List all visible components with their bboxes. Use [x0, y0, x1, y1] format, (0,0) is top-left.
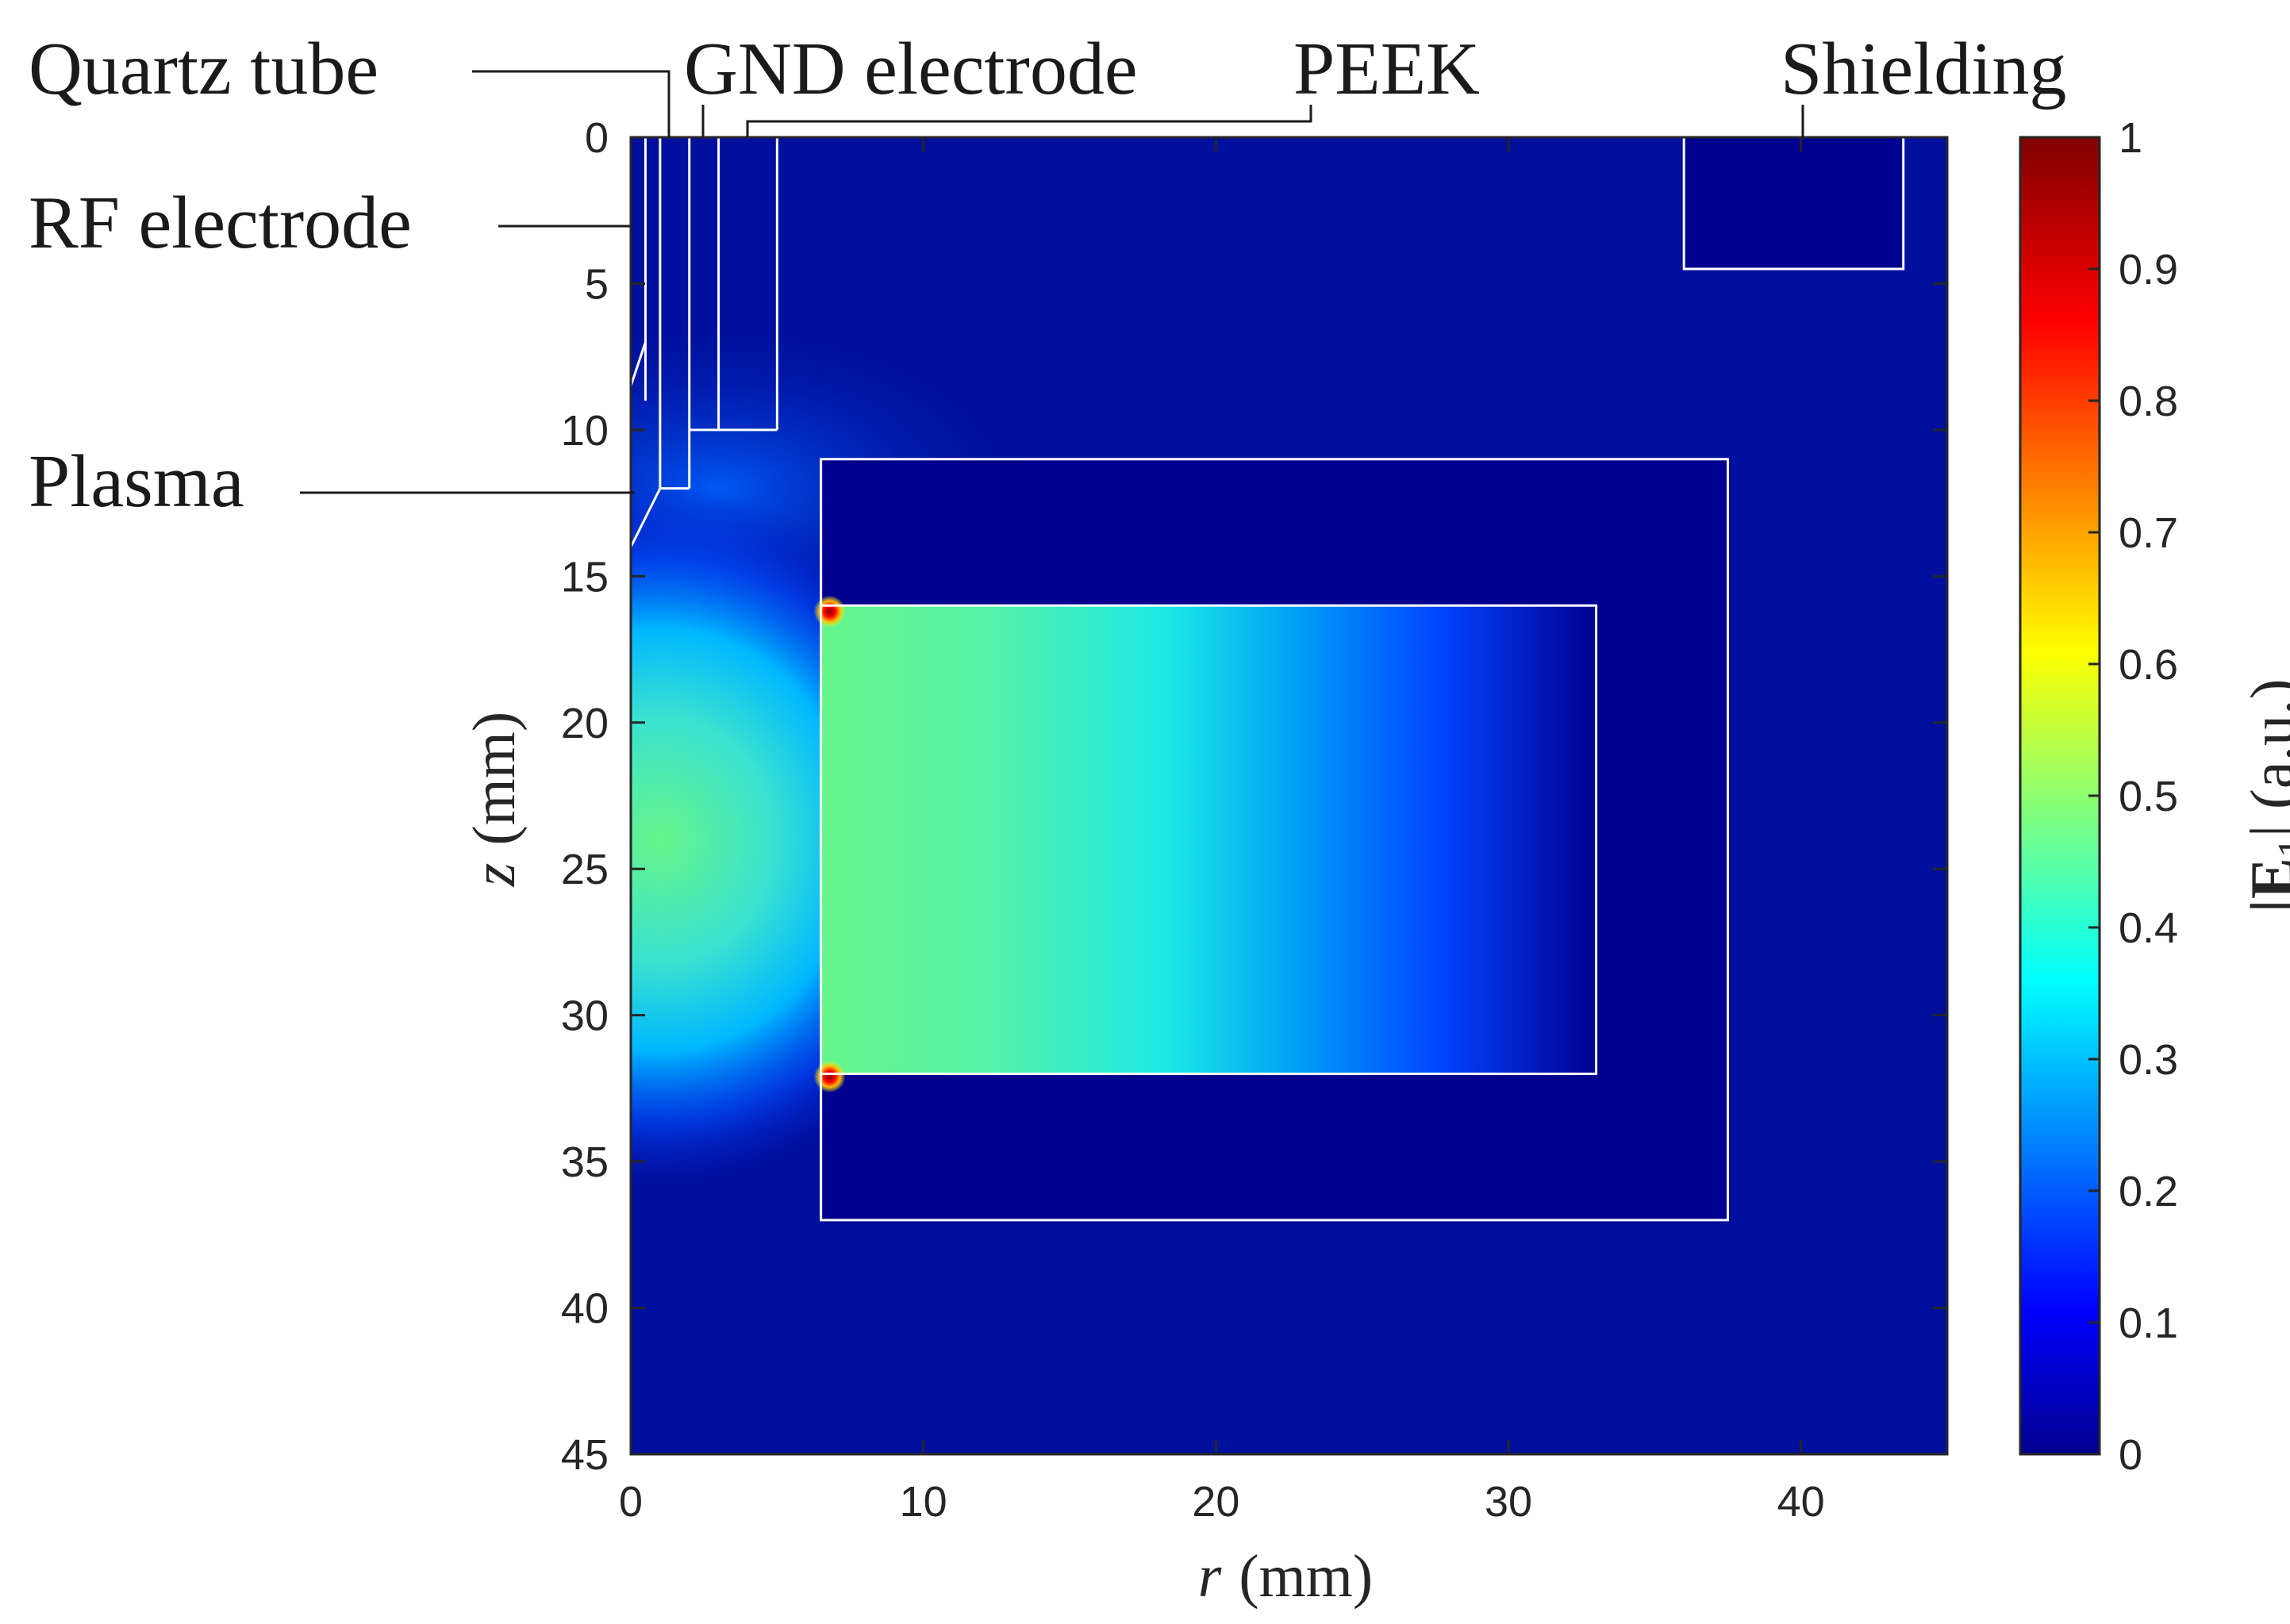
- annotation-peek: PEEK: [1293, 28, 1480, 110]
- x-tick-label: 30: [1485, 1478, 1532, 1526]
- y-tick-label: 35: [561, 1138, 609, 1186]
- y-tick-label: 40: [561, 1285, 609, 1333]
- plot-frame: [629, 136, 1949, 1456]
- y-tick-label: 5: [585, 260, 609, 308]
- colorbar-tick-label: 0.4: [2119, 904, 2178, 952]
- heatmap-back-wall: [1596, 605, 1728, 1074]
- heatmap-shielding-region: [1684, 137, 1904, 269]
- colorbar-gradient: [2020, 137, 2100, 1454]
- annotation-rf-electrode: RF electrode: [29, 182, 412, 264]
- device-geometry: [629, 136, 1905, 1222]
- heatmap-upper-arm: [820, 459, 1728, 606]
- y-tick-label: 20: [561, 700, 609, 747]
- annotation-leader-line: [746, 105, 1312, 137]
- plasma-boundary: [629, 487, 662, 548]
- heatmap-lower-arm: [820, 1073, 1728, 1220]
- annotation-shielding: Shielding: [1781, 28, 2066, 110]
- y-tick-label: 45: [561, 1431, 609, 1479]
- colorbar-tick-label: 0.1: [2119, 1300, 2178, 1347]
- u-channel-inner-outline: [820, 604, 1598, 1075]
- colorbar-tick-label: 0.9: [2119, 246, 2178, 294]
- x-axis-label: r (mm): [1198, 1543, 1373, 1610]
- colorbar-tick-label: 0.6: [2119, 641, 2178, 689]
- plot-axes: [629, 136, 1949, 1456]
- annotation-leader-line: [472, 70, 670, 137]
- x-tick-label: 0: [619, 1478, 643, 1526]
- y-tick-labels: 0 5 10 15 20 25 30 35 40 45: [561, 114, 609, 1479]
- colorbar-tick-label: 0.8: [2119, 378, 2178, 425]
- rf-electrode-tip: [629, 341, 647, 387]
- hotspot-1: [813, 595, 846, 628]
- y-tick-label: 25: [561, 846, 609, 893]
- heatmap-gap-field: [820, 605, 1596, 1074]
- component-annotations: Quartz tube GND electrode PEEK Shielding RF …: [29, 28, 2066, 523]
- hotspot-2: [813, 1061, 846, 1093]
- colorbar-label: |E1| (a.u.): [2238, 679, 2290, 913]
- colorbar: [2019, 136, 2101, 1456]
- y-tick-label: 10: [561, 407, 609, 455]
- colorbar-tick-label: 0.3: [2119, 1036, 2178, 1084]
- colorbar-tick-label: 1: [2119, 114, 2142, 162]
- field-heatmap: [631, 137, 1947, 1454]
- annotation-quartz-tube: Quartz tube: [29, 28, 378, 110]
- x-tick-label: 10: [900, 1478, 947, 1526]
- colorbar-tick-label: 0.5: [2119, 773, 2178, 820]
- y-tick-label: 30: [561, 992, 609, 1040]
- colorbar-tick-label: 0.2: [2119, 1168, 2178, 1215]
- y-tick-label: 0: [585, 114, 609, 162]
- y-tick-label: 15: [561, 553, 609, 601]
- x-tick-labels: 0 10 20 30 40: [619, 1478, 1825, 1526]
- x-tick-label: 40: [1777, 1478, 1825, 1526]
- colorbar-tick-label: 0: [2119, 1431, 2142, 1479]
- y-axis-label: z(mm): [461, 712, 528, 887]
- x-tick-label: 20: [1192, 1478, 1239, 1526]
- annotation-gnd-electrode: GND electrode: [684, 28, 1138, 110]
- u-channel-outer-outline: [820, 458, 1729, 1222]
- colorbar-tick-labels: 0 0.1 0.2 0.3 0.4 0.5 0.6 0.7 0.8 0.9 1: [2088, 114, 2178, 1479]
- colorbar-tick-label: 0.7: [2119, 509, 2178, 557]
- annotation-plasma: Plasma: [29, 440, 244, 523]
